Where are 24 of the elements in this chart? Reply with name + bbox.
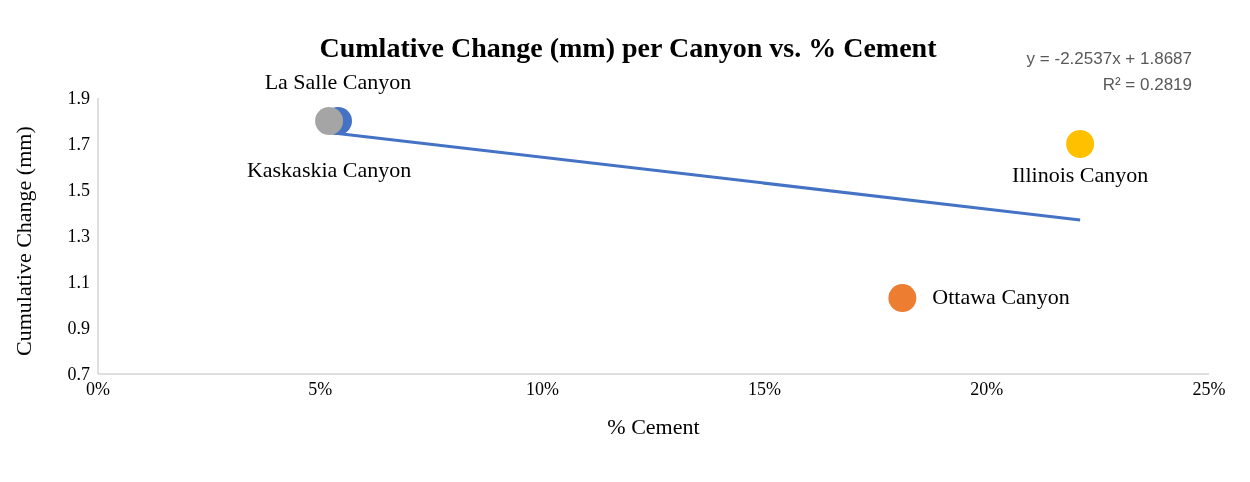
x-tick-label: 5% [308, 378, 333, 399]
y-tick-label: 1.3 [67, 226, 90, 247]
x-tick-label: 15% [748, 378, 782, 399]
series-label: Kaskaskia Canyon [246, 157, 412, 182]
series-label: Illinois Canyon [1011, 162, 1149, 187]
x-axis-title: % Cement [607, 414, 700, 439]
point [315, 107, 344, 135]
x-tick-label: 0% [86, 378, 110, 399]
x-tick-label: 25% [1192, 378, 1226, 399]
text: R² = 0.2819 [1101, 74, 1192, 96]
y-tick-label: 1.1 [67, 272, 90, 293]
y-axis-title: Cumulative Change (mm) [10, 126, 36, 356]
text: y = -2.2537x + 1.8687 [1026, 48, 1192, 70]
chart-title: Cumlative Change (mm) per Canyon vs. % Cement [319, 32, 937, 63]
y-tick-label: 0.9 [67, 318, 90, 339]
point [1066, 130, 1095, 158]
series-label: Ottawa Canyon [932, 284, 1070, 310]
y-tick-label: 1.7 [67, 134, 90, 155]
y-tick-label: 1.9 [67, 88, 90, 109]
x-tick-label: 20% [970, 378, 1004, 399]
y-tick-label: 1.5 [67, 180, 90, 201]
series-label: La Salle Canyon [264, 69, 412, 94]
point [888, 284, 917, 313]
x-tick-label: 10% [525, 378, 559, 399]
